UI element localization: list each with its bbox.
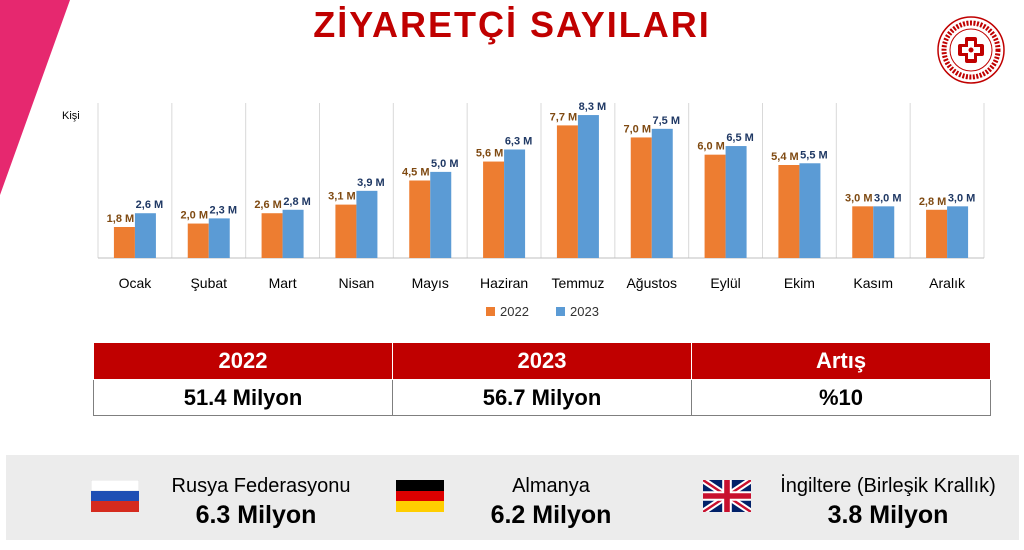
- data-label-2022: 2,6 M: [254, 199, 282, 211]
- bar-2023: [577, 115, 599, 258]
- bar-2023: [356, 190, 378, 258]
- bar-2023: [208, 218, 230, 258]
- data-label-2022: 2,8 M: [919, 196, 947, 208]
- x-tick-label: Temmuz: [551, 275, 604, 291]
- ministry-seal-logo: [937, 16, 1005, 84]
- legend-label-2022: 2022: [500, 304, 529, 319]
- x-tick-label: Aralık: [929, 275, 966, 291]
- x-tick-label: Eylül: [710, 275, 740, 291]
- data-label-2023: 6,3 M: [505, 136, 533, 148]
- data-label-2022: 2,0 M: [180, 210, 208, 222]
- bar-2022: [409, 180, 431, 258]
- country-name: İngiltere (Birleşik Krallık): [780, 475, 996, 497]
- y-axis-label: Kişi: [62, 110, 80, 122]
- bar-2023: [651, 128, 673, 258]
- bar-2023: [799, 163, 821, 258]
- summary-value-2023: 56.7 Milyon: [392, 379, 692, 416]
- summary-header-increase: Artış: [691, 342, 991, 380]
- data-label-2023: 8,3 M: [579, 101, 607, 113]
- bar-2022: [335, 204, 357, 258]
- germany-flag-icon: [396, 480, 444, 512]
- bar-2022: [261, 213, 283, 258]
- page-title: ZİYARETÇİ SAYILARI: [313, 4, 711, 45]
- country-uk: İngiltere (Birleşik Krallık) 3.8 Milyon: [686, 455, 1019, 540]
- country-visitors: 6.2 Milyon: [490, 501, 612, 529]
- data-label-2023: 6,5 M: [726, 132, 754, 144]
- data-label-2023: 2,8 M: [283, 196, 311, 208]
- bar-2022: [630, 137, 652, 258]
- data-label-2023: 3,0 M: [948, 192, 976, 204]
- x-tick-label: Şubat: [190, 275, 227, 291]
- uk-flag-icon: [703, 480, 751, 512]
- country-visitors: 3.8 Milyon: [827, 501, 949, 529]
- data-label-2022: 6,0 M: [697, 141, 725, 153]
- data-label-2022: 7,7 M: [550, 111, 578, 123]
- bar-2023: [504, 149, 526, 258]
- summary-header-2023: 2023: [392, 342, 692, 380]
- x-tick-label: Ocak: [119, 275, 153, 291]
- summary-value-2022: 51.4 Milyon: [93, 379, 393, 416]
- bar-2022: [704, 154, 726, 258]
- data-label-2023: 5,5 M: [800, 149, 828, 161]
- legend-swatch-2023: [556, 307, 565, 316]
- data-label-2023: 2,3 M: [209, 204, 237, 216]
- bar-2022: [187, 223, 209, 258]
- country-germany: Almanya 6.2 Milyon: [346, 455, 686, 540]
- x-tick-label: Ekim: [784, 275, 815, 291]
- data-label-2023: 3,9 M: [357, 177, 385, 189]
- bar-2023: [873, 206, 895, 258]
- bar-2023: [725, 146, 747, 258]
- data-label-2022: 4,5 M: [402, 167, 430, 179]
- data-label-2023: 3,0 M: [874, 192, 902, 204]
- bar-2022: [778, 165, 800, 258]
- country-name: Almanya: [512, 475, 590, 497]
- data-label-2023: 7,5 M: [652, 115, 680, 127]
- legend-label-2023: 2023: [570, 304, 599, 319]
- data-label-2022: 3,1 M: [328, 191, 356, 203]
- data-label-2022: 5,4 M: [771, 151, 799, 163]
- summary-table: 2022 2023 Artış 51.4 Milyon 56.7 Milyon …: [93, 342, 991, 416]
- bar-2022: [926, 209, 948, 258]
- country-name: Rusya Federasyonu: [171, 475, 351, 497]
- data-label-2022: 5,6 M: [476, 148, 504, 160]
- top-countries-panel: Rusya Federasyonu 6.3 Milyon Almanya 6.2…: [6, 455, 1019, 540]
- x-tick-label: Mayıs: [412, 275, 449, 291]
- bar-2022: [556, 125, 578, 258]
- data-label-2023: 2,6 M: [136, 199, 164, 211]
- bar-2022: [483, 161, 505, 258]
- data-label-2022: 7,0 M: [623, 123, 651, 135]
- x-tick-label: Haziran: [480, 275, 528, 291]
- summary-value-increase: %10: [691, 379, 991, 416]
- bar-2022: [852, 206, 874, 258]
- country-visitors: 6.3 Milyon: [195, 501, 317, 529]
- x-tick-label: Nisan: [339, 275, 375, 291]
- data-label-2023: 5,0 M: [431, 158, 459, 170]
- legend-swatch-2022: [486, 307, 495, 316]
- x-tick-label: Kasım: [853, 275, 893, 291]
- russia-flag-icon: [91, 480, 139, 512]
- data-label-2022: 1,8 M: [107, 213, 135, 225]
- bar-2023: [282, 209, 304, 258]
- x-tick-label: Ağustos: [626, 275, 677, 291]
- x-tick-label: Mart: [269, 275, 297, 291]
- data-label-2022: 3,0 M: [845, 192, 873, 204]
- summary-header-2022: 2022: [93, 342, 393, 380]
- bar-2023: [430, 171, 452, 258]
- bar-2022: [113, 227, 135, 258]
- accent-stripe: [0, 0, 70, 195]
- country-russia: Rusya Federasyonu 6.3 Milyon: [6, 455, 350, 540]
- bar-2023: [134, 213, 156, 258]
- bar-2023: [947, 206, 969, 258]
